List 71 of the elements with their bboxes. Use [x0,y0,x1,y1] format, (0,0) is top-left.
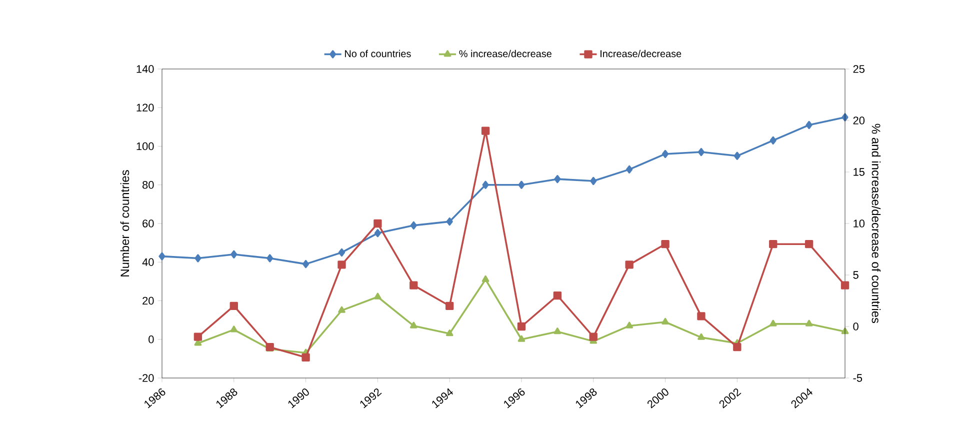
point [554,328,562,334]
y-tick-label: -20 [138,374,154,382]
y-tick-label: 20 [142,296,154,305]
point [769,320,777,326]
point [518,335,526,342]
y-tick-label: 60 [142,220,154,228]
point [338,260,346,269]
point [374,219,382,228]
y2-tick-label: 10 [854,220,865,228]
point [230,250,238,258]
point [482,180,489,189]
point [338,306,346,313]
point [410,281,418,290]
point [194,254,202,262]
y-tick-label: 80 [142,181,154,189]
y-tick-label: 40 [142,258,154,266]
point [733,343,742,352]
y2-tick-label: 25 [853,65,864,73]
point [662,150,669,158]
point [804,240,814,248]
y2-tick-label: 0 [853,322,858,330]
legend-label: No of countries [345,50,411,58]
y2-tick-label: -5 [853,374,862,382]
legend-label: Increase/decrease [600,50,682,58]
point [554,174,561,184]
point [626,322,633,328]
point [662,318,669,324]
y-axis-title: Number of countries [120,170,130,276]
point [302,353,310,362]
point [590,176,597,186]
y-tick-label: 0 [148,336,154,344]
y-tick-label: 140 [136,65,154,73]
point [553,292,562,300]
point [410,221,417,230]
point [194,332,202,341]
point [589,332,598,341]
point [805,320,813,326]
legend-label: % increase/decrease [459,50,552,58]
point [518,180,525,189]
y2-axis-title: % and increase/decrease of countries [872,124,881,324]
point [446,329,454,336]
point [374,229,381,238]
point [302,260,310,268]
point [626,165,633,174]
point [338,248,346,257]
y2-tick-label: 15 [854,168,864,176]
point [770,136,776,145]
point [517,322,526,331]
point [661,240,670,248]
point [769,240,778,248]
point [230,326,238,332]
point [481,126,490,135]
point [698,148,705,156]
point [374,292,382,300]
y2-tick-label: 5 [853,271,858,279]
point [734,152,740,160]
y2-tick-label: 20 [853,116,865,124]
point [446,217,453,226]
point [266,254,274,262]
point [158,252,166,260]
point [625,260,634,269]
point [697,312,706,320]
point [698,333,705,340]
point [806,120,812,130]
point [410,322,418,328]
y-tick-label: 120 [136,104,154,112]
point [446,302,454,310]
y-tick-label: 100 [136,142,154,150]
point [230,302,238,310]
point [840,281,850,290]
point [482,275,490,282]
